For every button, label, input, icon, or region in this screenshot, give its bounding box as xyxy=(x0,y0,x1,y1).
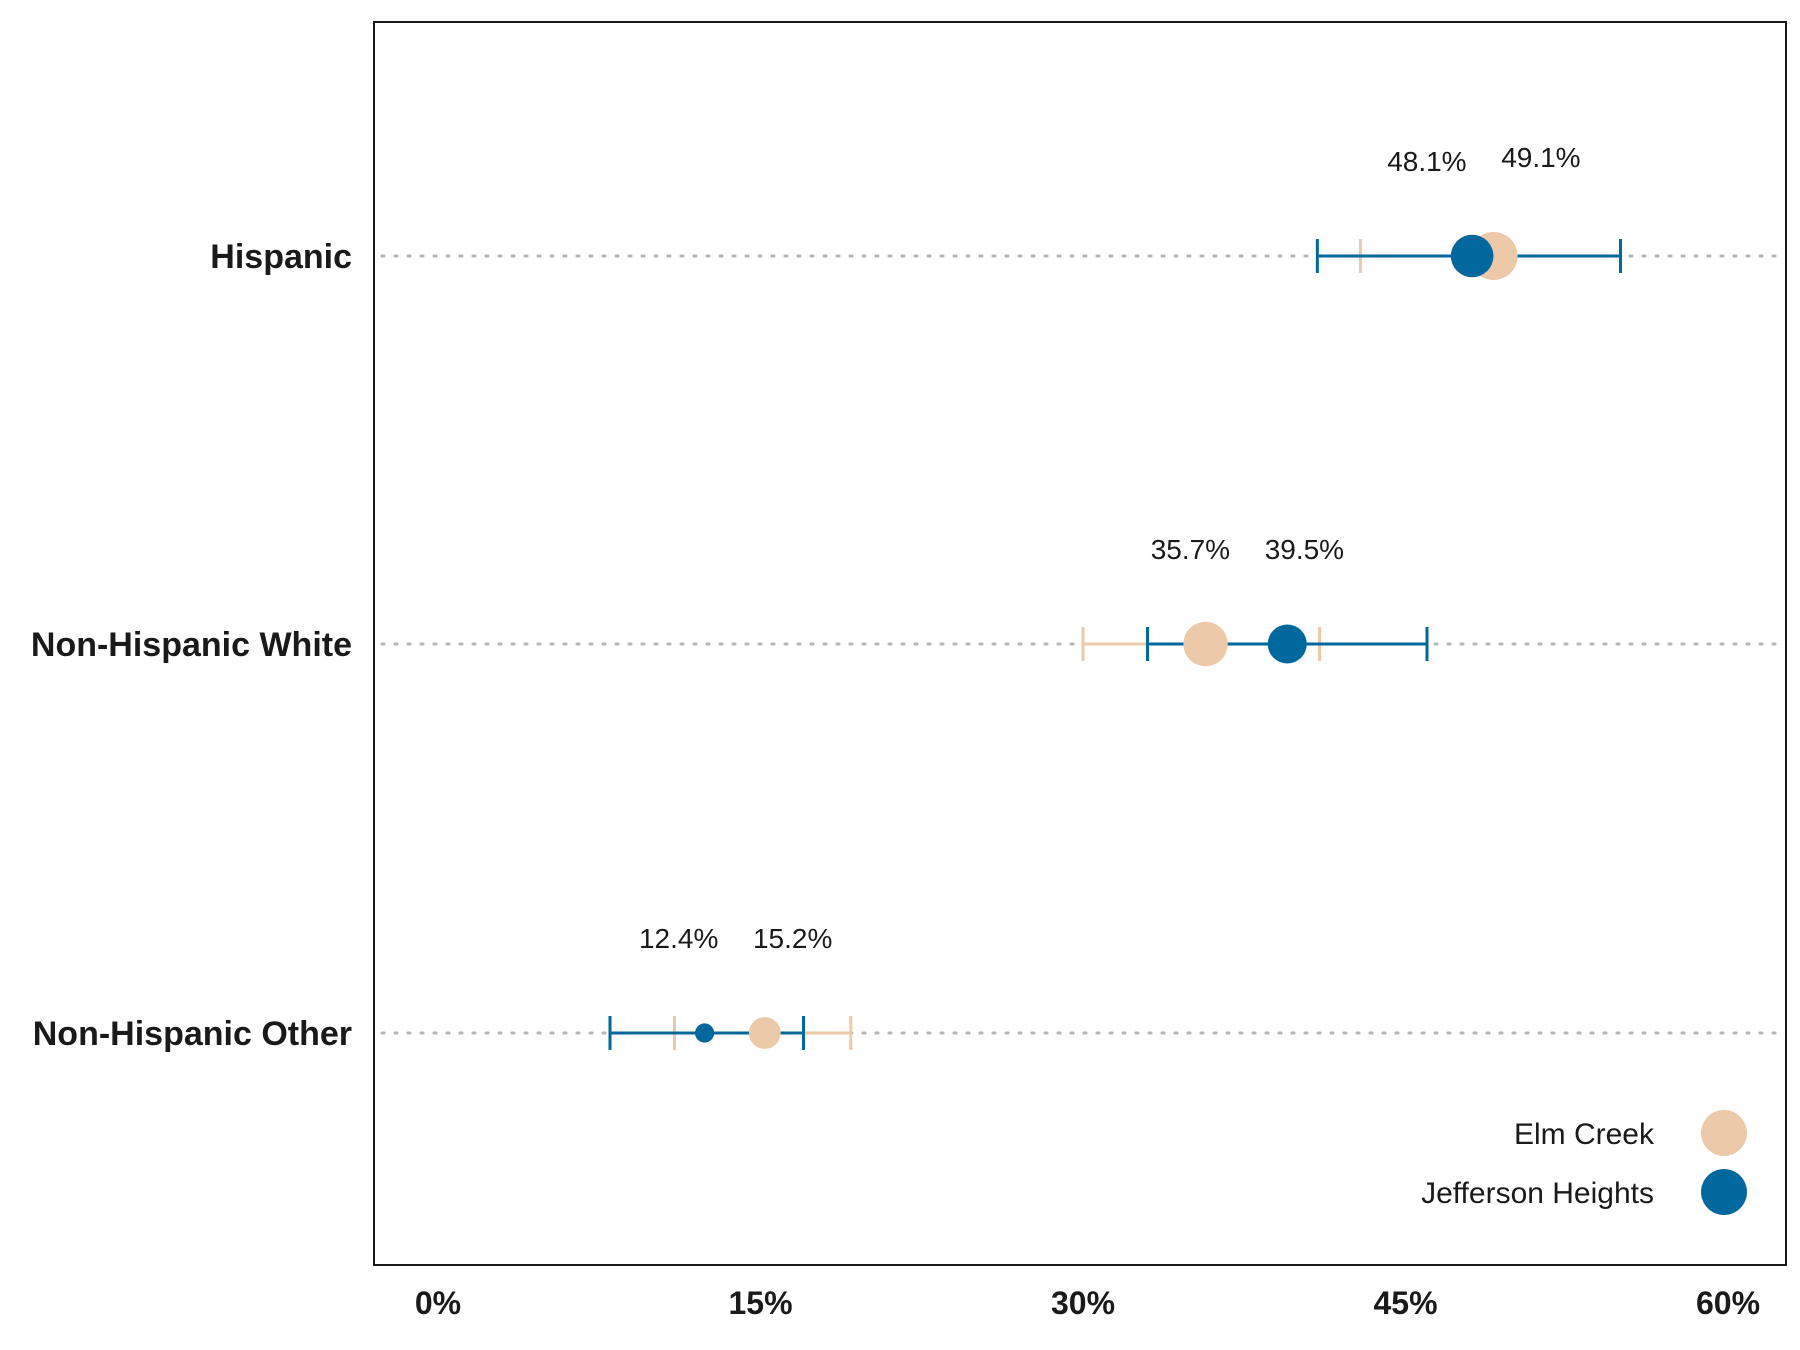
legend-swatch xyxy=(1701,1169,1747,1215)
legend-item-elm-creek: Elm Creek xyxy=(1514,1110,1747,1156)
data-label-elm-creek-2: 35.7% xyxy=(1151,534,1230,565)
data-label-jefferson-heights-1: 48.1% xyxy=(1387,146,1466,177)
x-tick-label-5: 60% xyxy=(1696,1285,1760,1321)
x-tick-label-2: 15% xyxy=(728,1285,792,1321)
plot-frame xyxy=(373,21,1787,1266)
data-label-jefferson-heights-2: 39.5% xyxy=(1265,534,1344,565)
data-label-elm-creek-3: 15.2% xyxy=(753,923,832,954)
point-elm-creek-2 xyxy=(1183,621,1228,667)
data-label-elm-creek-1: 49.1% xyxy=(1501,142,1580,173)
category-label-2: Non-Hispanic White xyxy=(31,626,352,664)
legend-item-jefferson-heights: Jefferson Heights xyxy=(1421,1169,1747,1215)
legend-swatch xyxy=(1701,1110,1747,1156)
point-jefferson-heights-1 xyxy=(1450,234,1494,278)
legend: Elm Creek Jefferson Heights xyxy=(1421,1110,1747,1215)
category-label-1: Hispanic xyxy=(210,238,352,276)
point-elm-creek-3 xyxy=(748,1017,781,1049)
data-labels: 48.1% 49.1% 35.7% 39.5% 12.4% 15.2% xyxy=(639,142,1581,954)
legend-label: Jefferson Heights xyxy=(1421,1177,1654,1210)
data-label-jefferson-heights-3: 12.4% xyxy=(639,923,718,954)
x-tick-label-4: 45% xyxy=(1373,1285,1437,1321)
legend-label: Elm Creek xyxy=(1514,1118,1655,1151)
point-jefferson-heights-2 xyxy=(1267,624,1307,664)
category-labels: Hispanic Non-Hispanic White Non-Hispanic O… xyxy=(31,238,352,1053)
x-tick-label-3: 30% xyxy=(1051,1285,1115,1321)
category-label-3: Non-Hispanic Other xyxy=(33,1015,352,1053)
x-tick-label-1: 0% xyxy=(415,1285,461,1321)
x-axis-tick-labels: 0% 15% 30% 45% 60% xyxy=(415,1285,1760,1321)
data-marks xyxy=(608,232,1622,1050)
point-jefferson-heights-3 xyxy=(695,1023,715,1043)
